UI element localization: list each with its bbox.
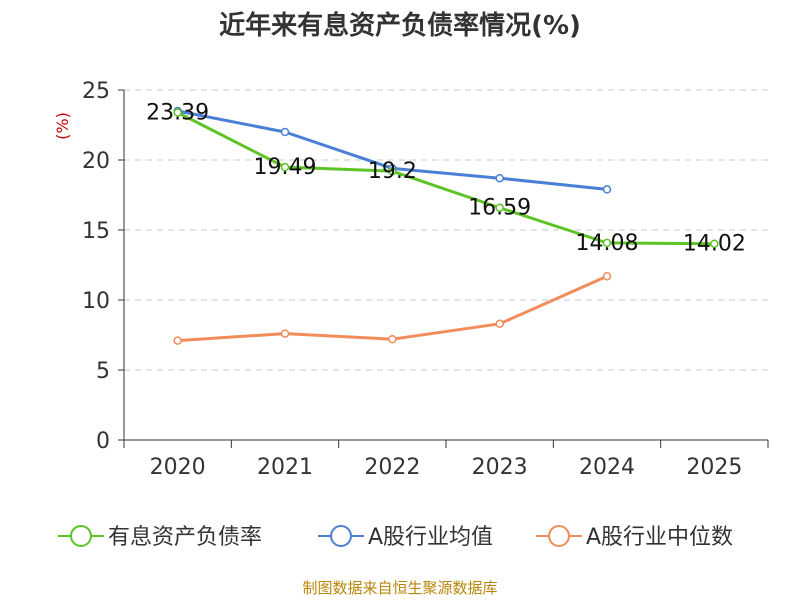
data-labels: 23.39 19.49 19.2 16.59 14.08 14.02 <box>146 101 746 257</box>
legend-label: A股行业均值 <box>368 525 493 550</box>
data-point <box>173 108 182 117</box>
legend-label: A股行业中位数 <box>586 525 733 550</box>
legend-marker-icon <box>330 525 352 547</box>
data-label: 14.08 <box>576 231 639 256</box>
data-point <box>495 319 504 329</box>
data-label: 16.59 <box>468 196 531 221</box>
x-tick-label: 2024 <box>579 455 635 480</box>
data-point <box>280 127 290 137</box>
legend-label: 有息资产负债率 <box>108 525 262 550</box>
data-point <box>280 162 290 172</box>
data-point <box>602 238 612 248</box>
x-tick-label: 2021 <box>257 455 313 480</box>
data-label: 19.49 <box>254 155 317 180</box>
legend-marker-icon <box>548 525 570 547</box>
y-axis-label: (%) <box>53 112 72 140</box>
y-tick-label: 25 <box>82 79 110 104</box>
y-tick-label: 5 <box>96 359 110 384</box>
data-point <box>388 166 397 176</box>
legend: 有息资产负债率 A股行业均值 A股行业中位数 <box>58 525 733 550</box>
legend-marker-icon <box>70 525 92 547</box>
series-layer <box>173 106 719 345</box>
y-tick-label: 15 <box>82 219 110 244</box>
source-note: 制图数据来自恒生聚源数据库 <box>302 579 497 597</box>
data-point <box>388 334 397 344</box>
data-point <box>280 329 290 338</box>
data-point <box>173 336 182 345</box>
series-line-2 <box>177 274 608 343</box>
grid-lines <box>124 89 768 371</box>
data-point <box>710 239 719 248</box>
data-point <box>495 173 504 183</box>
x-tick-label: 2023 <box>472 455 528 480</box>
data-label: 14.02 <box>683 232 746 257</box>
x-tick-label: 2025 <box>686 455 742 480</box>
data-label: 23.39 <box>146 101 209 126</box>
x-tick-label: 2020 <box>150 455 206 480</box>
data-point <box>495 203 504 212</box>
x-tick-label: 2022 <box>364 455 420 480</box>
y-tick-label: 20 <box>82 149 110 174</box>
chart-title: 近年来有息资产负债率情况(%) <box>219 10 581 41</box>
data-point <box>602 271 612 281</box>
y-tick-label: 0 <box>96 429 110 454</box>
data-point <box>602 185 612 194</box>
series-line-0 <box>176 111 715 246</box>
y-tick-label: 10 <box>82 289 110 314</box>
data-label: 19.2 <box>368 159 417 184</box>
